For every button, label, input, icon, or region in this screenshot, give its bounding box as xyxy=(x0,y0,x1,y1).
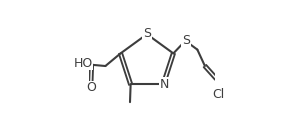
Text: HO: HO xyxy=(74,57,93,70)
Text: Cl: Cl xyxy=(213,88,225,101)
Text: S: S xyxy=(182,34,190,47)
Text: N: N xyxy=(160,78,169,91)
Text: S: S xyxy=(143,27,151,40)
Text: O: O xyxy=(86,81,96,94)
